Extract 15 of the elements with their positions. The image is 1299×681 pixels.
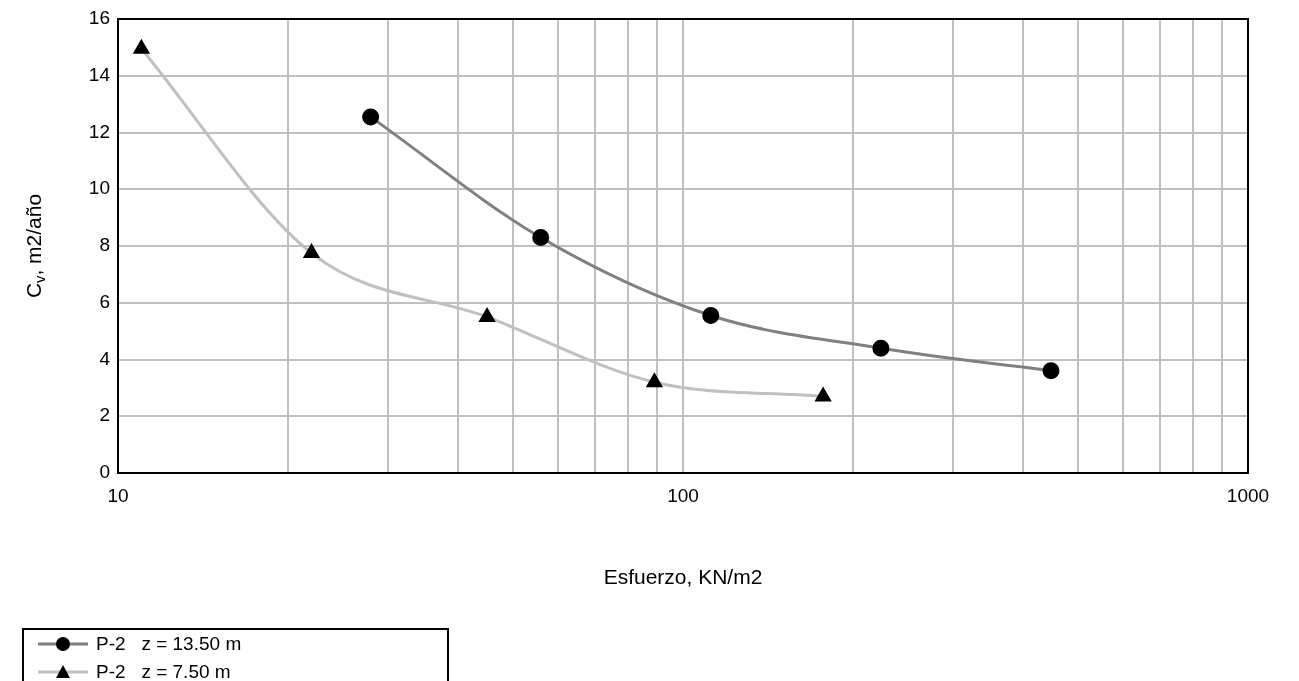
y-tick-label: 2	[99, 404, 110, 426]
x-axis-title: Esfuerzo, KN/m2	[603, 564, 763, 588]
y-tick-label: 6	[99, 290, 110, 312]
y-tick-label: 8	[99, 234, 110, 256]
legend-label: P-2 z = 13.50 m	[96, 633, 242, 655]
y-tick-label: 12	[88, 120, 110, 142]
y-tick-label: 10	[88, 177, 110, 199]
y-tick-label: 14	[88, 63, 111, 85]
y-tick-label: 0	[99, 461, 110, 483]
x-tick-label: 1000	[1226, 484, 1270, 506]
x-tick-label: 100	[667, 484, 699, 506]
legend-label: P-2 z = 7.50 m	[96, 661, 231, 681]
y-tick-label: 16	[88, 7, 110, 29]
y-tick-label: 4	[99, 347, 111, 369]
y-axis-title: Cv, m2/año	[21, 193, 49, 299]
